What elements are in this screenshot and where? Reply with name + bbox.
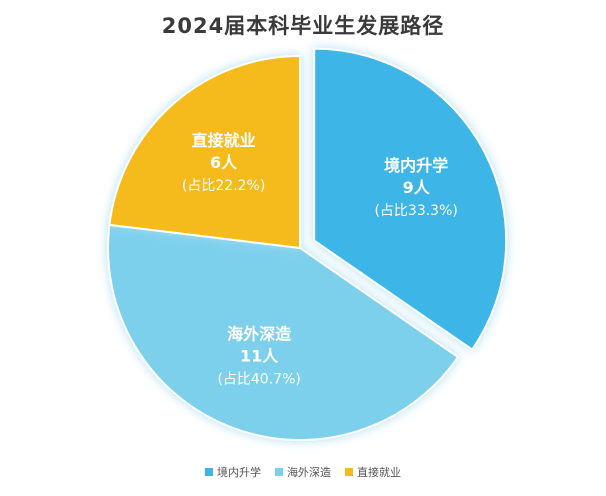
pie-slice-2	[107, 223, 460, 441]
slice-label-name: 海外深造	[227, 325, 292, 344]
slice-label-name: 直接就业	[192, 131, 256, 150]
slice-label-name: 境内升学	[384, 156, 448, 175]
legend-item: 海外深造	[275, 464, 331, 480]
legend-label: 直接就业	[357, 466, 401, 479]
legend-swatch	[345, 468, 353, 476]
legend-swatch	[275, 468, 283, 476]
legend-item: 直接就业	[345, 464, 401, 480]
pie-slice-3	[108, 54, 301, 250]
slice-label-percent: (占比40.7%)	[217, 372, 300, 388]
pie-slice-1	[313, 47, 508, 352]
slice-label-value: 11人	[240, 347, 279, 366]
slice-label-value: 6人	[210, 153, 238, 172]
legend-label: 境内升学	[217, 466, 261, 479]
slice-label-value: 9人	[403, 178, 431, 197]
chart-legend: 境内升学 海外深造 直接就业	[0, 464, 606, 480]
slice-label-percent: (占比22.2%)	[182, 178, 265, 194]
legend-item: 境内升学	[205, 464, 261, 480]
legend-label: 海外深造	[287, 466, 331, 479]
slice-label-percent: (占比33.3%)	[374, 203, 457, 219]
legend-swatch	[205, 468, 213, 476]
chart-title: 2024届本科毕业生发展路径	[161, 14, 445, 38]
